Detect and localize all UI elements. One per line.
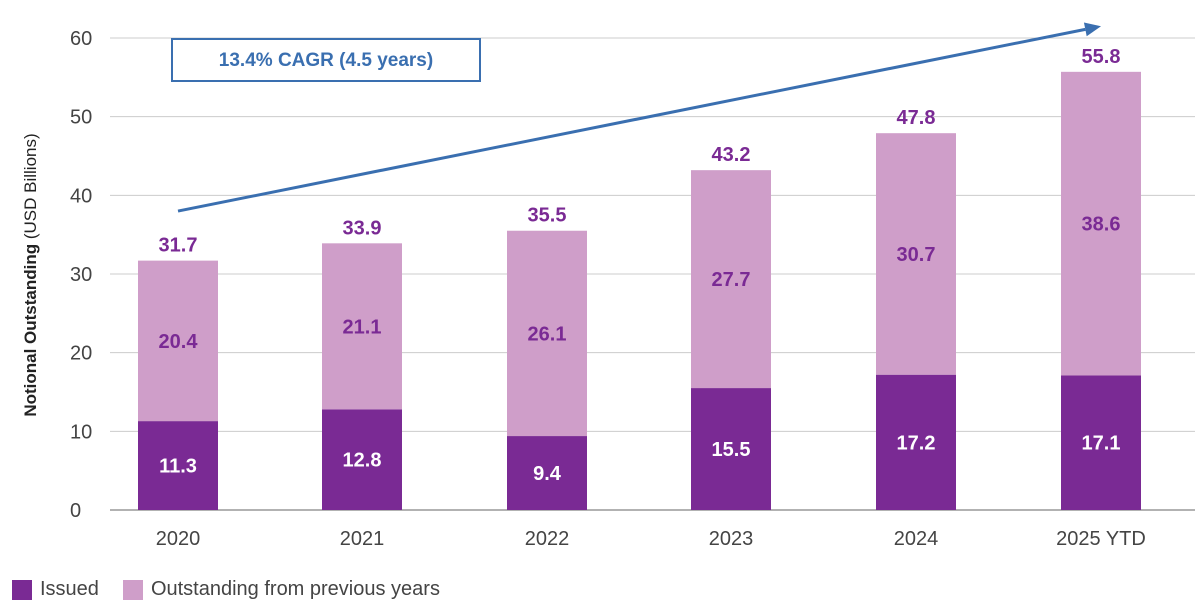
bar-outstanding-2025-YTD <box>1061 71 1141 376</box>
legend-swatch-outstanding <box>122 579 143 600</box>
x-tick-label-2022: 2022 <box>525 528 570 550</box>
cagr-label: 13.4% CAGR (4.5 years) <box>219 50 433 71</box>
x-tick-label-2025-YTD: 2025 YTD <box>1056 528 1146 550</box>
label-total-2024: 47.8 <box>897 107 936 129</box>
label-total-2025-YTD: 55.8 <box>1082 46 1121 68</box>
y-axis-ticks: 0 10 20 30 40 50 60 <box>70 28 92 522</box>
x-tick-label-2024: 2024 <box>894 528 939 550</box>
legend-label-outstanding: Outstanding from previous years <box>150 578 440 600</box>
label-outstanding-2024: 30.7 <box>897 244 936 266</box>
bar-issued-2021 <box>322 409 402 510</box>
y-tick-label-10: 10 <box>70 421 92 443</box>
y-axis-label-units: (USD Billions) <box>21 133 40 244</box>
y-tick-label-0: 0 <box>70 500 81 522</box>
bar-outstanding-2022 <box>507 230 587 437</box>
legend-label-issued: Issued <box>40 578 99 600</box>
y-tick-label-50: 50 <box>70 107 92 129</box>
x-tick-label-2023: 2023 <box>709 528 754 550</box>
label-issued-2021: 12.8 <box>343 450 382 472</box>
label-issued-2022: 9.4 <box>533 463 562 485</box>
cagr-arrow-line <box>177 27 1086 213</box>
bar-outstanding-2024 <box>876 133 956 375</box>
label-issued-2024: 17.2 <box>897 432 936 454</box>
label-outstanding-2023: 27.7 <box>712 269 751 291</box>
legend: Issued Outstanding from previous years <box>12 578 454 601</box>
bar-outstanding-2020 <box>138 260 218 422</box>
bar-issued-2020 <box>138 421 218 510</box>
y-axis-label: Notional Outstanding (USD Billions) <box>21 133 40 416</box>
label-outstanding-2022: 26.1 <box>528 323 567 345</box>
label-total-2021: 33.9 <box>343 217 382 239</box>
y-tick-label-60: 60 <box>70 28 92 50</box>
bar-labels: 11.3 20.4 31.7 12.8 21.1 33.9 9.4 26.1 35.5 15.5 2… <box>159 46 1121 485</box>
label-total-2020: 31.7 <box>159 235 198 257</box>
bar-issued-2022 <box>507 436 587 510</box>
label-total-2023: 43.2 <box>712 144 751 166</box>
label-outstanding-2021: 21.1 <box>343 316 382 338</box>
x-tick-label-2020: 2020 <box>156 528 201 550</box>
label-issued-2025-YTD: 17.1 <box>1082 433 1121 455</box>
bar-issued-2023 <box>691 388 771 510</box>
gridlines <box>110 37 1195 511</box>
cagr-arrow-head <box>1083 22 1101 37</box>
legend-swatch-issued <box>12 579 32 600</box>
label-issued-2020: 11.3 <box>159 456 197 478</box>
label-outstanding-2020: 20.4 <box>159 331 199 353</box>
y-axis-label-bold: Notional Outstanding <box>21 244 40 417</box>
cagr-box <box>171 38 481 82</box>
bar-issued-2025-YTD <box>1061 375 1141 510</box>
label-issued-2023: 15.5 <box>712 439 751 461</box>
y-tick-label-30: 30 <box>70 264 92 286</box>
bar-outstanding-2021 <box>322 243 402 410</box>
label-total-2022: 35.5 <box>528 205 567 227</box>
bars <box>138 71 1141 510</box>
x-axis-ticks: 2020 2021 2022 2023 2024 2025 YTD <box>156 528 1146 550</box>
legend-item-outstanding: Outstanding from previous years <box>122 578 440 601</box>
cagr-annotation: 13.4% CAGR (4.5 years) <box>171 22 1101 213</box>
y-tick-label-20: 20 <box>70 343 92 365</box>
bar-issued-2024 <box>876 374 956 510</box>
y-tick-label-40: 40 <box>70 185 92 207</box>
label-outstanding-2025-YTD: 38.6 <box>1082 214 1121 236</box>
x-tick-label-2021: 2021 <box>340 528 385 550</box>
legend-item-issued: Issued <box>12 578 99 601</box>
bar-outstanding-2023 <box>691 170 771 389</box>
